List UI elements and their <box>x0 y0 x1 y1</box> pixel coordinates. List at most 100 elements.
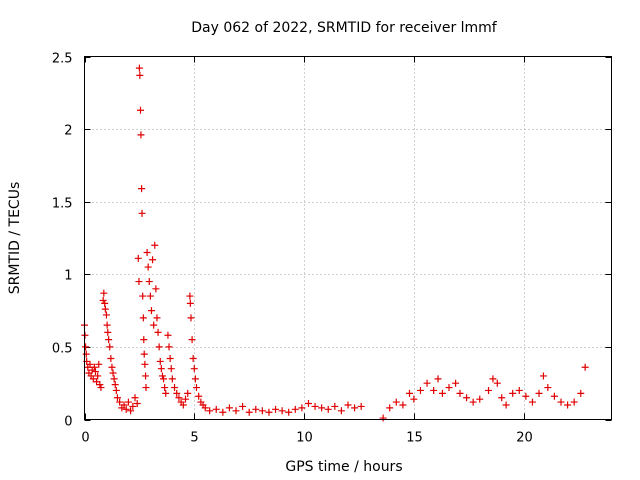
grid-lines <box>84 56 612 420</box>
y-tick-label: 0.5 <box>52 342 73 357</box>
data-point <box>351 404 359 412</box>
data-point <box>515 386 523 394</box>
data-point <box>557 398 565 406</box>
data-point <box>150 321 158 329</box>
data-point <box>104 328 112 336</box>
y-axis-label: SRMTID / TECUs <box>7 182 23 295</box>
data-point <box>219 408 227 416</box>
data-point <box>179 401 187 409</box>
data-point <box>154 328 162 336</box>
data-point <box>189 355 197 363</box>
data-point <box>184 389 192 397</box>
data-point <box>116 398 124 406</box>
data-point <box>187 314 195 322</box>
data-point <box>129 402 137 410</box>
data-point <box>190 365 198 373</box>
data-point <box>135 278 143 286</box>
data-point <box>535 389 543 397</box>
plot-frame <box>84 56 612 420</box>
y-tick-label: 2.5 <box>52 52 73 67</box>
data-point <box>134 254 142 262</box>
data-point <box>101 299 109 307</box>
x-tick-label: 0 <box>81 431 89 446</box>
data-point <box>399 401 407 409</box>
data-point <box>162 389 170 397</box>
data-point <box>167 365 175 373</box>
data-point <box>476 395 484 403</box>
data-point <box>139 292 147 300</box>
data-point <box>141 360 149 368</box>
data-point <box>410 395 418 403</box>
data-point <box>108 363 116 371</box>
data-point <box>212 405 220 413</box>
data-point <box>157 365 165 373</box>
data-point <box>111 381 119 389</box>
data-point <box>564 401 572 409</box>
data-point <box>173 389 181 397</box>
data-point <box>86 360 94 368</box>
data-point <box>94 372 102 380</box>
data-point <box>438 389 446 397</box>
data-point <box>469 398 477 406</box>
data-points <box>81 64 589 422</box>
data-point <box>161 384 169 392</box>
data-point <box>175 394 183 402</box>
data-point <box>82 350 90 358</box>
data-point <box>423 379 431 387</box>
data-point <box>324 405 332 413</box>
data-point <box>434 375 442 383</box>
x-axis-label: GPS time / hours <box>285 459 402 475</box>
data-point <box>105 336 113 344</box>
data-point <box>298 404 306 412</box>
data-point <box>252 405 260 413</box>
data-point <box>258 407 266 415</box>
data-point <box>489 375 497 383</box>
data-point <box>337 407 345 415</box>
data-point <box>135 64 143 72</box>
data-point <box>188 336 196 344</box>
data-point <box>485 386 493 394</box>
data-point <box>445 384 453 392</box>
data-point <box>164 331 172 339</box>
data-point <box>386 404 394 412</box>
x-tick-label: 10 <box>296 431 313 446</box>
y-tick-label: 0 <box>64 415 72 430</box>
data-point <box>106 343 114 351</box>
data-point <box>153 314 161 322</box>
y-tick-label: 1.5 <box>52 197 73 212</box>
data-point <box>509 389 517 397</box>
data-point <box>171 384 179 392</box>
data-point <box>91 368 99 376</box>
data-point <box>82 343 90 351</box>
data-point <box>456 389 464 397</box>
data-point <box>131 394 139 402</box>
data-point <box>201 404 209 412</box>
data-point <box>109 369 117 377</box>
data-point <box>107 355 115 363</box>
data-point <box>97 384 105 392</box>
data-point <box>101 305 109 313</box>
data-point <box>311 402 319 410</box>
data-point <box>344 401 352 409</box>
chart-title: Day 062 of 2022, SRMTID for receiver lmm… <box>191 20 498 36</box>
data-point <box>155 343 163 351</box>
data-point <box>120 401 128 409</box>
data-point <box>225 404 233 412</box>
data-point <box>149 256 157 264</box>
data-point <box>110 375 118 383</box>
data-point <box>522 392 530 400</box>
data-point <box>182 395 190 403</box>
data-point <box>168 375 176 383</box>
data-point <box>124 398 132 406</box>
x-tick-label: 20 <box>516 431 533 446</box>
data-point <box>285 408 293 416</box>
data-point <box>138 185 146 193</box>
data-point <box>232 407 240 415</box>
data-point <box>100 289 108 297</box>
data-point <box>278 407 286 415</box>
data-point <box>142 384 150 392</box>
data-point <box>160 375 168 383</box>
data-point <box>144 263 152 271</box>
